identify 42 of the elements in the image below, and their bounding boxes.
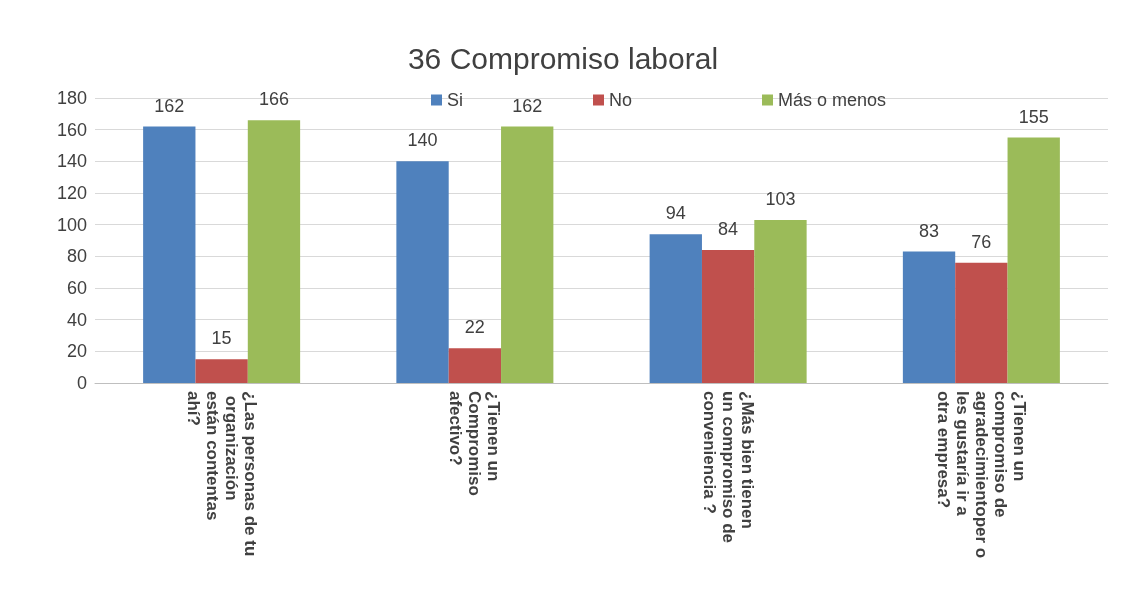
y-tick-label: 40 — [66, 309, 87, 330]
bar — [754, 219, 807, 383]
data-label: 103 — [765, 188, 796, 209]
data-label: 15 — [211, 328, 232, 349]
y-tick-label: 180 — [56, 88, 87, 108]
data-label: 162 — [512, 95, 543, 116]
data-label: 84 — [718, 219, 739, 239]
legend-label: No — [609, 90, 633, 110]
legend-label: Si — [447, 90, 464, 110]
legend-label: Más o menos — [778, 90, 887, 110]
y-tick-label: 120 — [56, 183, 87, 203]
data-label: 83 — [919, 220, 940, 241]
bar — [701, 250, 755, 383]
data-label: 155 — [1018, 106, 1049, 127]
x-tick-label: ¿Las personas de tu organización están contentas ahí? — [183, 391, 260, 557]
chart-title: 36 Compromiso laboral — [407, 41, 719, 75]
x-tick-label: ¿Más bien tienen un compromiso de conveniencia ? — [699, 391, 757, 548]
y-tick-label: 0 — [76, 373, 87, 393]
y-tick-label: 80 — [66, 246, 87, 267]
bar — [902, 251, 956, 383]
data-label: 76 — [971, 231, 992, 252]
bar — [448, 348, 502, 383]
bar — [396, 161, 449, 383]
x-tick-label: ¿Tienen un compromiso de agradecimientoper o les gustaría ir a otra empresa? — [933, 391, 1029, 563]
x-tick-label: ¿Tienen un Compromiso afectivo? — [446, 391, 504, 501]
y-tick-label: 140 — [56, 151, 87, 172]
bar — [1007, 137, 1060, 383]
data-label: 166 — [258, 89, 289, 110]
data-label: 22 — [464, 317, 485, 338]
y-tick-label: 160 — [56, 119, 87, 140]
data-label: 140 — [407, 130, 438, 151]
data-label: 94 — [665, 203, 686, 224]
y-tick-label: 20 — [66, 341, 87, 362]
bar — [143, 126, 196, 383]
bar — [247, 120, 301, 383]
y-tick-label: 60 — [66, 278, 87, 298]
bar — [195, 359, 248, 383]
bar — [955, 262, 1008, 383]
bar — [649, 234, 702, 383]
data-label: 162 — [154, 95, 185, 116]
bar — [501, 126, 554, 383]
y-tick-label: 100 — [56, 214, 87, 235]
